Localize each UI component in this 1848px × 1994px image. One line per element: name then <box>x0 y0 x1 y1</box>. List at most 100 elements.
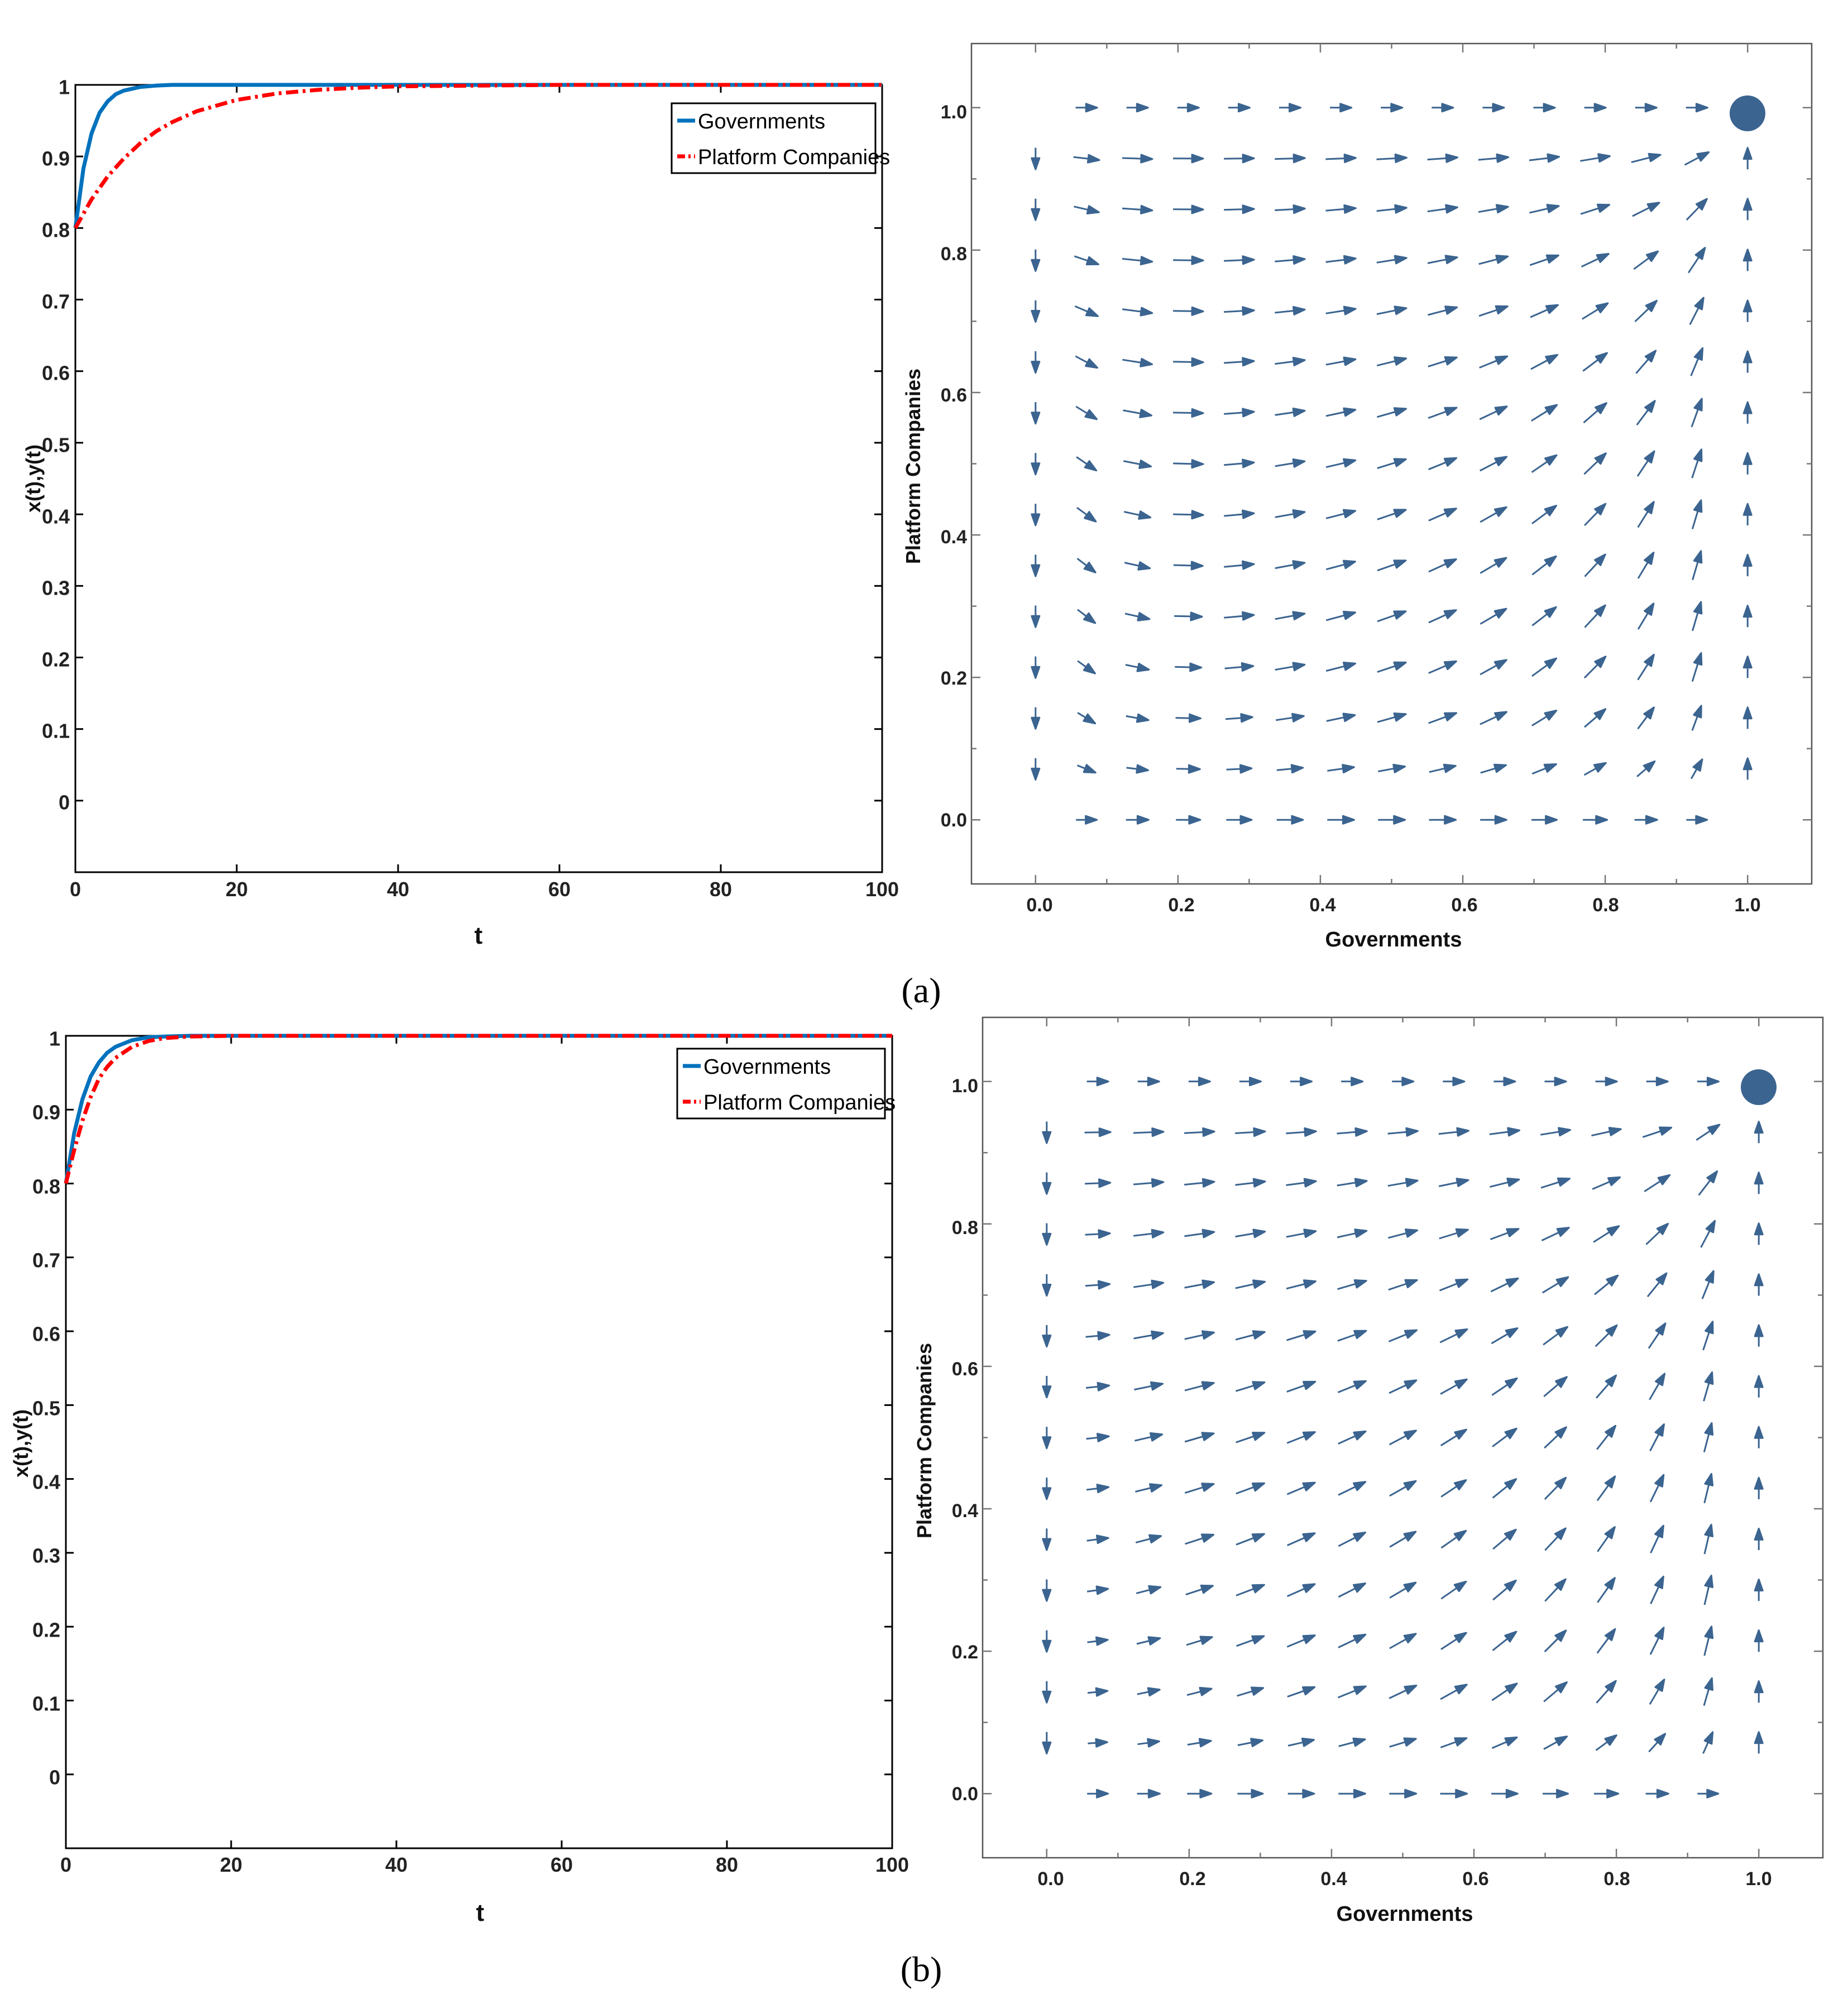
direction-arrow <box>1428 558 1457 573</box>
direction-arrow <box>1135 1483 1163 1493</box>
direction-arrow <box>1187 1738 1212 1748</box>
direction-arrow <box>1086 1077 1109 1087</box>
direction-arrow <box>1126 815 1150 825</box>
direction-arrow <box>1440 1789 1468 1799</box>
direction-arrow <box>1074 255 1099 266</box>
direction-arrow <box>1031 554 1041 577</box>
direction-arrow <box>1173 154 1204 164</box>
direction-arrow <box>1649 1373 1666 1400</box>
direction-arrow <box>1377 661 1407 673</box>
direction-arrow <box>1428 457 1458 471</box>
direction-arrow <box>1031 300 1041 323</box>
direction-arrow <box>1478 305 1509 317</box>
direction-arrow <box>1042 1732 1052 1754</box>
direction-arrow <box>1175 662 1203 672</box>
direction-arrow <box>1173 306 1204 316</box>
direction-arrow <box>1392 1077 1415 1087</box>
direction-arrow <box>1493 1077 1516 1087</box>
direction-arrow <box>1595 1374 1617 1399</box>
direction-arrow <box>1646 1272 1668 1298</box>
direction-arrow <box>1687 247 1706 274</box>
y-tick-label: 0.6 <box>952 1359 978 1380</box>
direction-arrow <box>1137 1738 1160 1748</box>
direction-arrow <box>1123 409 1153 418</box>
y-tick-label: 0.7 <box>32 1249 60 1272</box>
tick-marks <box>971 44 1812 884</box>
phase-portrait-a: 0.0 0.2 0.4 0.6 0.8 1.0 0.0 0.2 0.4 0.6 … <box>902 42 1813 951</box>
direction-arrow <box>1042 1325 1052 1348</box>
legend-label-governments: Governments <box>703 1055 831 1079</box>
direction-arrow <box>1597 1577 1616 1603</box>
direction-arrow <box>1635 350 1657 374</box>
direction-arrow <box>1287 1737 1315 1747</box>
direction-arrow <box>1224 357 1255 367</box>
direction-arrow <box>1337 1279 1367 1290</box>
direction-arrow <box>1325 407 1357 417</box>
direction-arrow <box>1173 204 1204 214</box>
direction-arrow <box>1042 1376 1052 1399</box>
direction-arrow <box>1133 1178 1165 1188</box>
direction-arrow <box>1237 1738 1263 1747</box>
direction-arrow <box>1286 1178 1317 1188</box>
direction-arrow <box>1491 1789 1519 1799</box>
direction-arrow <box>1087 1789 1109 1799</box>
direction-arrow <box>1531 657 1558 677</box>
y-tick-label: 0.6 <box>941 385 967 406</box>
direction-arrow <box>1489 1127 1520 1137</box>
direction-arrow <box>1389 1429 1417 1446</box>
legend-label-governments: Governments <box>698 110 825 133</box>
direction-arrow <box>1337 1127 1368 1137</box>
x-tick-label: 60 <box>550 1853 573 1876</box>
direction-arrow <box>1184 1228 1215 1239</box>
direction-arrow <box>1531 763 1557 775</box>
direction-arrow <box>1325 204 1357 214</box>
direction-arrow <box>1337 1380 1367 1393</box>
direction-arrow <box>1529 254 1559 266</box>
direction-arrow <box>1286 1583 1316 1598</box>
direction-arrow <box>1742 605 1753 628</box>
direction-arrow <box>1636 400 1656 425</box>
x-tick-label: 0.6 <box>1462 1868 1488 1890</box>
direction-arrow <box>1225 713 1253 723</box>
direction-arrow <box>1429 763 1457 773</box>
direction-arrow <box>1533 103 1556 113</box>
direction-arrow <box>1376 255 1407 265</box>
direction-arrow <box>1636 760 1656 777</box>
direction-arrow <box>1700 1220 1716 1248</box>
direction-arrow <box>1428 356 1458 367</box>
direction-arrow <box>1275 255 1306 265</box>
y-tick-label: 0.6 <box>42 362 70 385</box>
direction-arrow <box>1427 204 1458 214</box>
direction-arrow <box>1702 1731 1714 1754</box>
direction-arrow <box>1595 1734 1617 1751</box>
direction-arrow <box>1341 1077 1364 1087</box>
direction-arrow <box>1376 356 1407 367</box>
direction-arrow <box>1286 1228 1317 1239</box>
direction-arrow <box>1224 458 1255 468</box>
x-tick-label: 0.0 <box>1037 1868 1064 1890</box>
direction-arrow <box>1126 713 1150 723</box>
direction-arrow <box>1754 1222 1764 1245</box>
direction-arrow <box>1439 1278 1469 1292</box>
direction-arrow <box>1427 255 1458 265</box>
direction-arrow <box>1042 1121 1052 1144</box>
direction-arrow <box>1338 1582 1366 1598</box>
time-series-chart-b: 0 0.1 0.2 0.3 0.4 0.5 0.6 0.7 0.8 0.9 1 … <box>9 1027 909 1926</box>
direction-arrow <box>1491 1736 1518 1749</box>
direction-arrow <box>1703 1472 1714 1504</box>
legend: Governments Platform Companies <box>671 102 890 174</box>
direction-arrow <box>1381 103 1404 113</box>
direction-arrow <box>1686 103 1708 113</box>
y-tick-label: 0.4 <box>941 527 967 548</box>
direction-arrow <box>1689 297 1705 325</box>
direction-arrow <box>1480 659 1507 676</box>
plot-frame <box>65 1035 893 1849</box>
direction-arrow <box>1649 1474 1665 1503</box>
direction-arrow <box>1754 1680 1764 1703</box>
y-tick-label: 0.9 <box>42 147 70 170</box>
direction-arrow <box>1325 154 1357 164</box>
direction-arrow <box>1237 1686 1265 1697</box>
y-tick-label: 0.5 <box>42 434 70 457</box>
direction-arrow <box>1584 604 1606 628</box>
